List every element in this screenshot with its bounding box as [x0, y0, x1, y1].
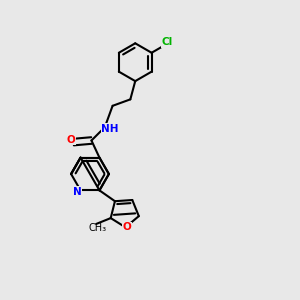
- Text: CH₃: CH₃: [88, 224, 107, 233]
- Text: O: O: [67, 135, 76, 145]
- Text: NH: NH: [101, 124, 119, 134]
- Text: Cl: Cl: [161, 37, 172, 47]
- Text: O: O: [123, 222, 131, 232]
- Text: N: N: [73, 187, 81, 197]
